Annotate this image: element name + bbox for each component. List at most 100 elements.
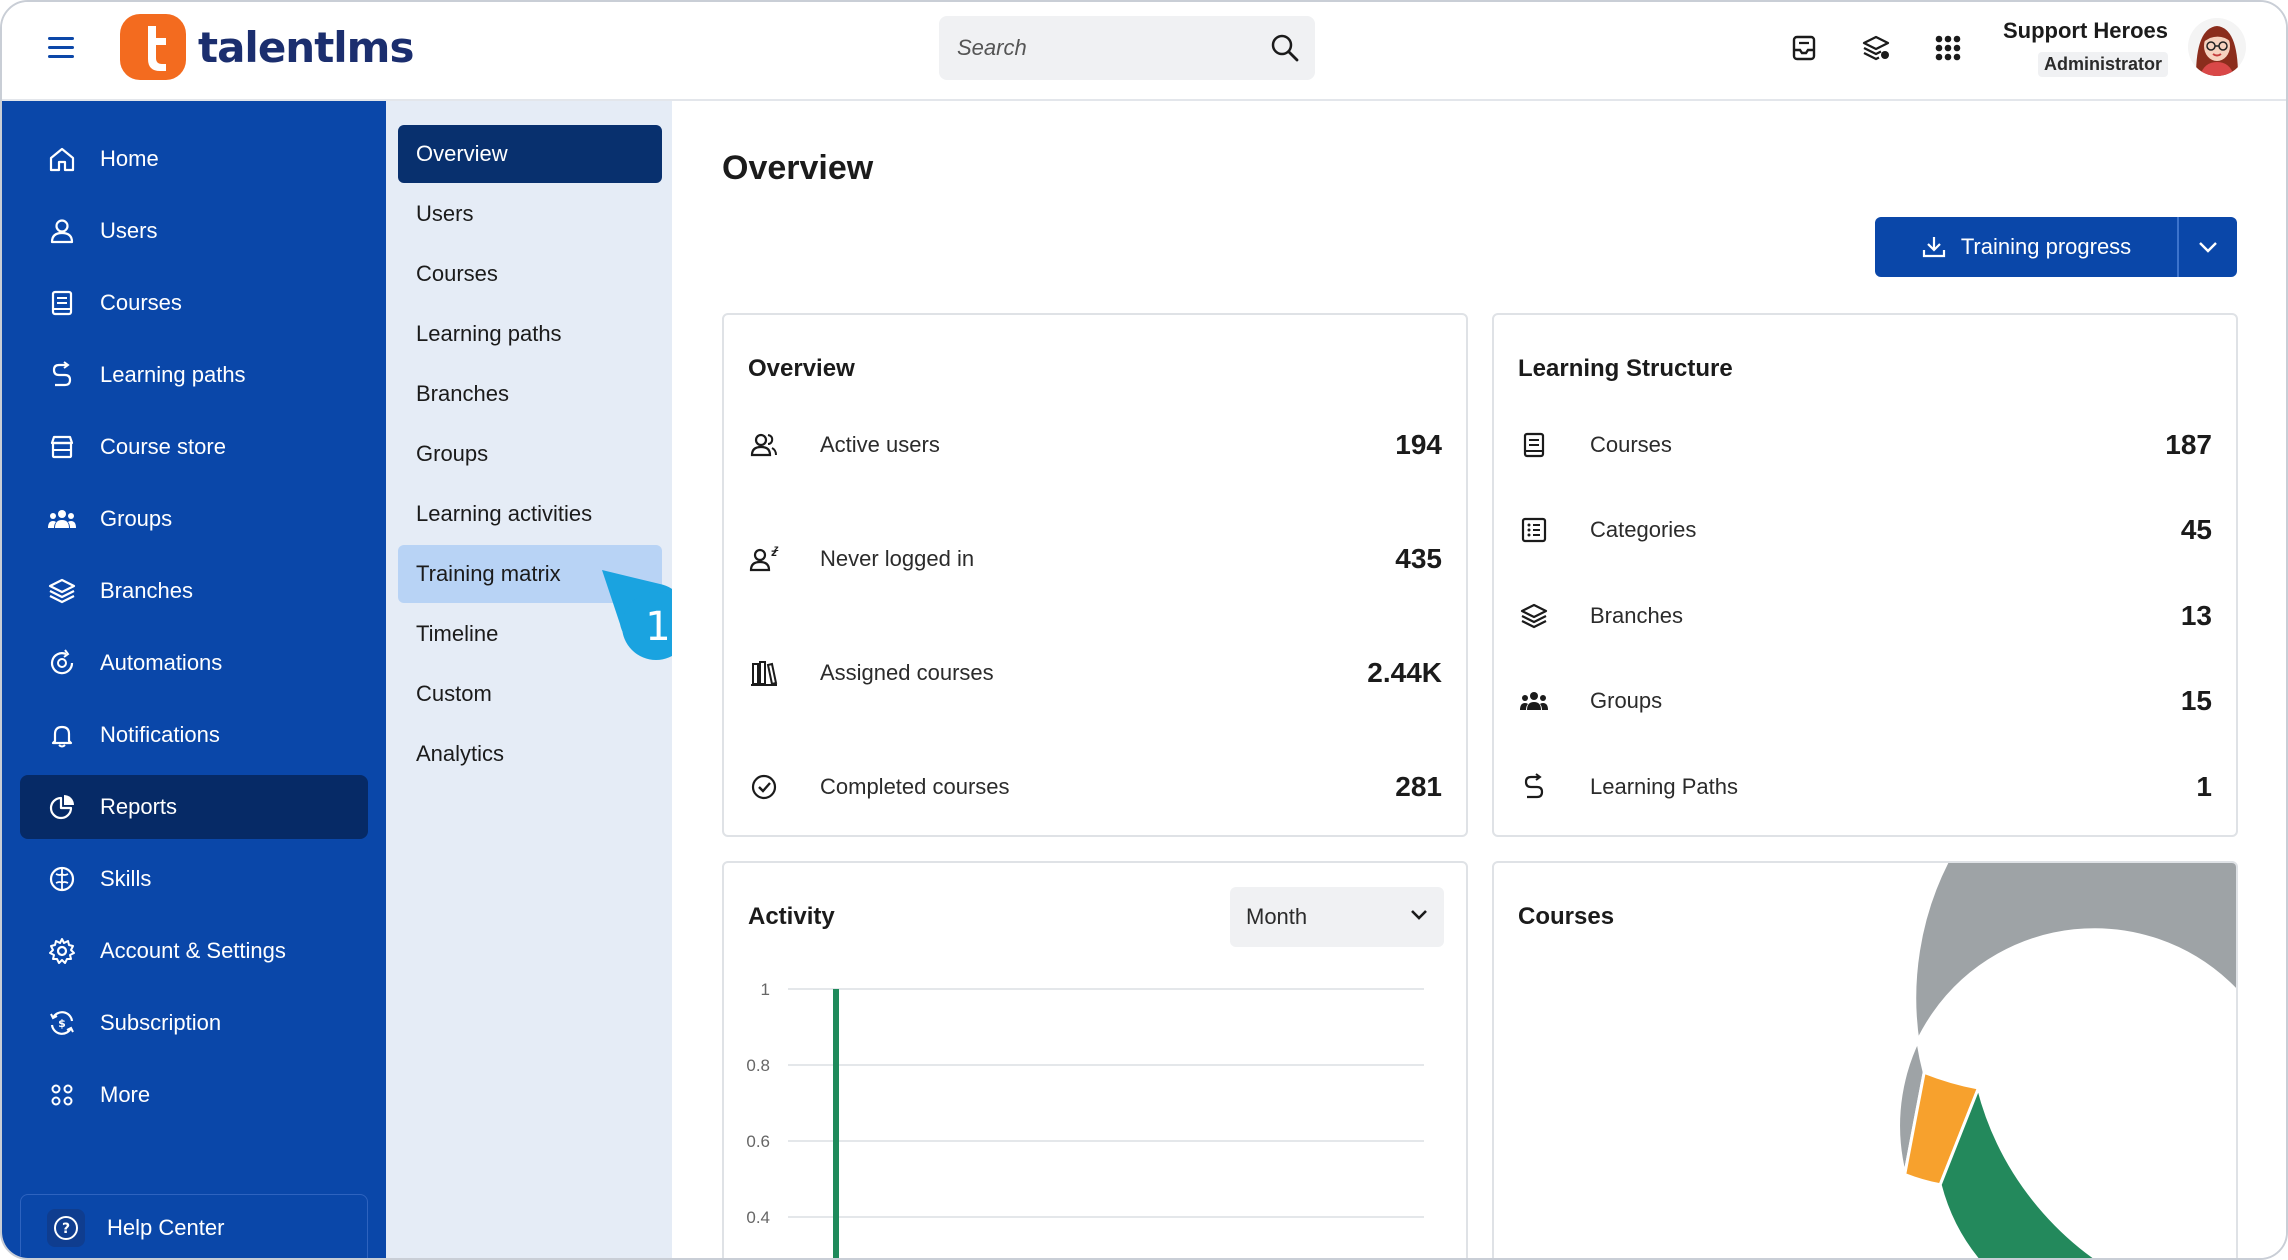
sidebar-item-users[interactable]: Users [20,199,368,263]
sidebar-item-label: Home [100,146,159,171]
page-title: Overview [722,149,874,187]
sidebar-item-automations[interactable]: Automations [20,631,368,695]
structure-row-branches[interactable]: Branches 13 [1518,596,2212,636]
sidebar-item-courses[interactable]: Courses [20,271,368,335]
y-tick-label: 0.6 [746,1132,770,1151]
activity-chart: 10.80.60.40.2 [746,980,1424,1258]
submenu-item-learning-activities[interactable]: Learning activities [416,501,593,526]
stat-label: Active users [820,432,940,457]
courses-card-title: Courses [1518,903,1615,930]
sidebar-item-label: Users [100,218,158,243]
sidebar-item-subscription[interactable]: $ Subscription [20,991,368,1055]
structure-value: 1 [2196,771,2212,802]
sidebar-item-branches[interactable]: Branches [20,559,368,623]
submenu-item-custom[interactable]: Custom [416,681,492,706]
grid-dots-icon [46,1079,78,1111]
sidebar-item-notifications[interactable]: Notifications [20,703,368,767]
training-progress-button[interactable]: Training progress [1875,217,2177,277]
user-name[interactable]: Support Heroes [2002,18,2168,43]
sidebar-item-more[interactable]: More [20,1063,368,1127]
sidebar-item-home[interactable]: Home [20,127,368,191]
download-icon [1922,237,1945,258]
sidebar-item-label: Groups [100,506,173,531]
sidebar-item-account-settings[interactable]: Account & Settings [20,919,368,983]
sidebar-item-label: Skills [100,866,152,891]
help-center-label: Help Center [107,1215,225,1240]
groups-icon [1518,685,1550,717]
main-content: Overview Training progress Overview Acti… [672,101,2286,1258]
book-icon [46,287,78,319]
sidebar-item-label: Notifications [100,722,220,747]
y-tick-label: 0.8 [746,1056,770,1075]
svg-text:?: ? [62,1221,70,1237]
users-icon [748,429,780,461]
inbox-icon[interactable] [1784,28,1824,68]
export-options-dropdown[interactable] [2177,217,2237,277]
structure-label: Groups [1590,688,1663,713]
overview-card-title: Overview [748,355,855,382]
subscription-icon: $ [46,1007,78,1039]
submenu-item-users[interactable]: Users [416,201,474,226]
learning-structure-card: Learning Structure Courses 187 Categorie… [1492,313,2238,837]
layers-settings-icon[interactable] [1856,28,1896,68]
sidebar-item-learning-paths[interactable]: Learning paths [20,343,368,407]
sidebar-item-label: Subscription [100,1010,222,1035]
submenu-item-overview[interactable]: Overview [398,125,662,183]
stat-label: Never logged in [820,546,975,571]
structure-value: 15 [2180,685,2212,716]
structure-label: Courses [1590,432,1672,457]
book-icon [1518,429,1550,461]
donut-slice [1938,1083,2098,1258]
svg-text:z: z [771,548,777,559]
books-icon [748,657,780,689]
sidebar-item-label: Learning paths [100,362,246,387]
talentlms-logo[interactable]: talentlms [120,14,414,80]
sidebar-item-groups[interactable]: Groups [20,487,368,551]
stat-row-active-users[interactable]: Active users 194 [748,425,1442,465]
stat-row-assigned-courses[interactable]: Assigned courses 2.44K [748,653,1442,693]
pie-chart-icon [46,791,78,823]
reports-submenu: Overview Users Courses Learning paths Br… [386,101,672,1258]
submenu-item-courses[interactable]: Courses [416,261,498,286]
structure-row-groups[interactable]: Groups 15 [1518,681,2212,721]
apps-grid-icon[interactable] [1928,28,1968,68]
structure-label: Learning Paths [1590,774,1738,799]
stat-row-completed-courses[interactable]: Completed courses 281 [748,767,1442,807]
submenu-item-timeline[interactable]: Timeline [416,621,499,646]
layers-icon [1518,600,1550,632]
help-circle-icon: ? [47,1209,85,1247]
sidebar-item-skills[interactable]: Skills [20,847,368,911]
submenu-item-learning-paths[interactable]: Learning paths [416,321,562,346]
sidebar-item-course-store[interactable]: Course store [20,415,368,479]
submenu-item-groups[interactable]: Groups [416,441,489,466]
structure-value: 45 [2180,514,2212,545]
sidebar-item-label: More [100,1082,151,1107]
activity-card-title: Activity [748,903,835,930]
structure-row-learning-paths[interactable]: Learning Paths 1 [1518,767,2212,807]
search-input[interactable] [957,30,1257,66]
structure-row-courses[interactable]: Courses 187 [1518,425,2212,465]
automation-icon [46,647,78,679]
submenu-item-branches[interactable]: Branches [416,381,509,406]
submenu-item-analytics[interactable]: Analytics [416,741,505,766]
avatar[interactable] [2188,18,2246,76]
stat-value: 435 [1395,543,1442,574]
menu-toggle-icon[interactable] [48,35,78,61]
search-icon[interactable] [1269,32,1301,64]
user-role-badge[interactable]: Administrator [2037,52,2168,77]
stat-label: Completed courses [820,774,1010,799]
structure-row-categories[interactable]: Categories 45 [1518,510,2212,550]
help-center-button[interactable]: ? Help Center [20,1194,368,1258]
stat-value: 281 [1395,771,1442,802]
sidebar-item-label: Account & Settings [100,938,286,963]
structure-label: Categories [1590,517,1697,542]
search-box [939,16,1315,80]
donut-slice [1897,863,2236,1258]
sidebar-item-label: Courses [100,290,182,315]
top-bar: talentlms Support Heroes Administrator [2,2,2286,101]
sidebar-item-reports[interactable]: Reports [20,775,368,839]
period-select[interactable]: Month [1230,887,1444,947]
path-icon [1518,771,1550,803]
chevron-down-icon [1411,910,1427,920]
